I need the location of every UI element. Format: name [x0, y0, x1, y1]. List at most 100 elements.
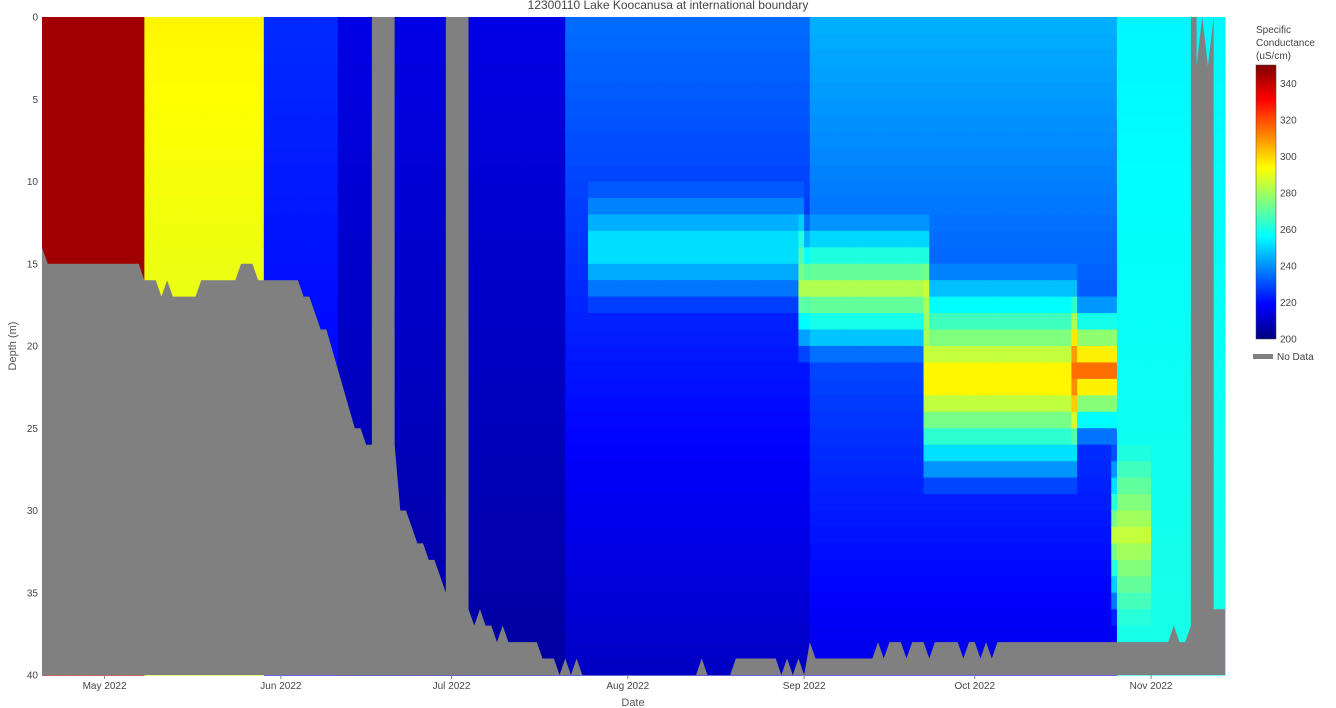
heatmap-cell	[519, 115, 527, 133]
heatmap-cell	[741, 165, 748, 183]
heatmap-cell	[588, 17, 595, 35]
heatmap-cell	[548, 592, 555, 610]
heatmap-cell	[536, 33, 544, 51]
heatmap-cell	[133, 247, 140, 265]
heatmap-cell	[440, 115, 447, 133]
heatmap-cell	[519, 477, 527, 495]
heatmap-cell	[741, 378, 748, 396]
heatmap-cell	[713, 17, 720, 35]
heatmap-cell	[195, 99, 202, 117]
heatmap-cell	[150, 115, 157, 133]
heatmap-cell	[593, 82, 600, 100]
heatmap-cell	[275, 66, 282, 84]
heatmap-cell	[519, 132, 527, 150]
heatmap-cell	[565, 658, 572, 676]
heatmap-cell	[309, 49, 316, 67]
heatmap-cell	[553, 576, 561, 594]
heatmap-cell	[644, 444, 652, 462]
heatmap-cell	[730, 263, 737, 281]
heatmap-cell	[724, 444, 731, 462]
heatmap-cell	[150, 148, 157, 166]
heatmap-cell	[536, 461, 544, 479]
heatmap-cell	[42, 132, 49, 150]
heatmap-cell	[661, 197, 669, 215]
heatmap-cell	[87, 82, 94, 100]
heatmap-cell	[599, 494, 606, 512]
heatmap-cell	[650, 609, 657, 627]
heatmap-cell	[565, 494, 572, 512]
heatmap-cell	[514, 313, 521, 331]
heatmap-cell	[502, 230, 509, 248]
heatmap-cell	[189, 148, 197, 166]
heatmap-cell	[633, 329, 640, 347]
heatmap-cell	[593, 132, 600, 150]
heatmap-cell	[497, 197, 504, 215]
heatmap-cell	[707, 658, 714, 676]
heatmap-cell	[485, 132, 492, 150]
heatmap-cell	[605, 99, 612, 117]
heatmap-cell	[104, 17, 111, 35]
heatmap-cell	[508, 230, 515, 248]
heatmap-cell	[497, 296, 504, 314]
heatmap-cell	[497, 313, 504, 331]
heatmap-cell	[64, 230, 72, 248]
heatmap-cell	[639, 477, 646, 495]
heatmap-cell	[718, 559, 726, 577]
heatmap-cell	[428, 411, 436, 429]
heatmap-cell	[519, 181, 527, 199]
heatmap-cell	[576, 444, 583, 462]
heatmap-cell	[718, 115, 726, 133]
heatmap-cell	[576, 66, 583, 84]
heatmap-cell	[47, 247, 54, 265]
heatmap-cell	[115, 17, 123, 35]
heatmap-cell	[76, 49, 83, 67]
heatmap-cell	[707, 66, 714, 84]
heatmap-cell	[673, 444, 680, 462]
heatmap-cell	[292, 17, 299, 35]
heatmap-cell	[474, 329, 481, 347]
heatmap-cell	[707, 82, 714, 100]
heatmap-cell	[423, 346, 430, 364]
heatmap-cell	[622, 642, 629, 660]
heatmap-cell	[502, 280, 509, 298]
heatmap-cell	[531, 17, 538, 35]
heatmap-cell	[252, 247, 259, 265]
heatmap-cell	[508, 444, 515, 462]
heatmap-cell	[605, 115, 612, 133]
heatmap-cell	[309, 99, 316, 117]
heatmap-cell	[479, 148, 487, 166]
heatmap-cell	[531, 148, 538, 166]
heatmap-cell	[650, 362, 657, 380]
heatmap-cell	[656, 263, 663, 281]
heatmap-cell	[406, 461, 413, 479]
heatmap-cell	[599, 378, 606, 396]
heatmap-cell	[497, 346, 504, 364]
heatmap-cell	[411, 329, 418, 347]
heatmap-cell	[536, 99, 544, 117]
heatmap-cell	[525, 362, 532, 380]
heatmap-cell	[667, 82, 674, 100]
heatmap-cell	[349, 115, 356, 133]
heatmap-cell	[559, 329, 566, 347]
heatmap-cell	[303, 33, 310, 51]
heatmap-cell	[616, 592, 623, 610]
heatmap-cell	[76, 66, 83, 84]
heatmap-cell	[115, 115, 123, 133]
heatmap-cell	[64, 99, 72, 117]
heatmap-cell	[559, 543, 566, 561]
heatmap-cell	[684, 329, 691, 347]
heatmap-cell	[178, 132, 185, 150]
heatmap-cell	[354, 395, 362, 413]
heatmap-cell	[235, 214, 242, 232]
heatmap-cell	[650, 132, 657, 150]
heatmap-cell	[576, 82, 583, 100]
heatmap-cell	[679, 99, 686, 117]
heatmap-cell	[553, 17, 561, 35]
heatmap-cell	[741, 543, 748, 561]
heatmap-cell	[155, 49, 163, 67]
heatmap-cell	[542, 313, 549, 331]
heatmap-cell	[104, 230, 111, 248]
heatmap-cell	[349, 66, 356, 84]
heatmap-cell	[121, 132, 128, 150]
heatmap-cell	[440, 148, 447, 166]
